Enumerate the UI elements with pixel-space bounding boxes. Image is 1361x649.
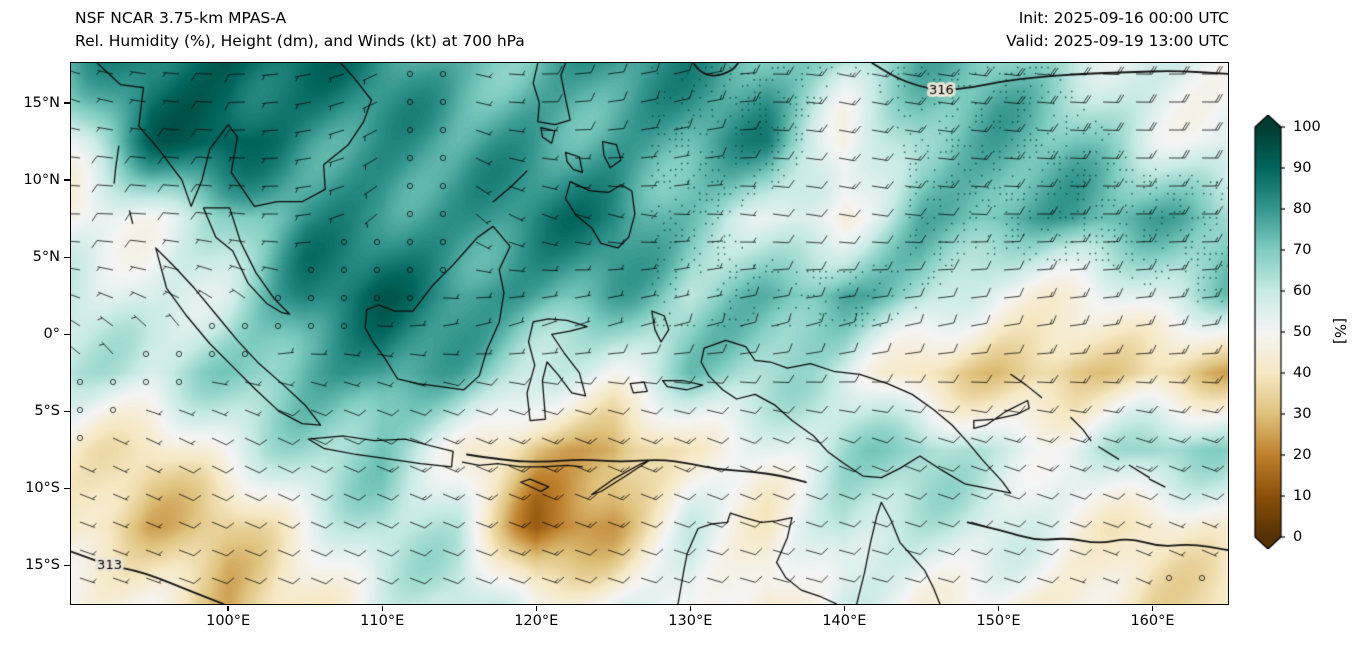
y-tick-label: 5°S <box>34 402 60 419</box>
x-tick-mark <box>381 605 383 611</box>
colorbar-gradient <box>1251 115 1285 549</box>
x-tick-label: 130°E <box>668 613 713 629</box>
x-tick-mark <box>689 605 692 611</box>
y-tick-label: 15°S <box>25 556 60 573</box>
colorbar-tick-label: 50 <box>1293 323 1312 340</box>
valid-time-label: Valid: 2025-09-19 13:00 UTC <box>1006 32 1229 50</box>
x-tick-mark <box>227 605 229 611</box>
x-tick-mark <box>535 605 537 611</box>
colorbar-tick-label: 40 <box>1293 364 1312 381</box>
colorbar-tick-label: 70 <box>1293 241 1312 258</box>
colorbar-tick-label: 30 <box>1293 405 1312 422</box>
y-tick-mark <box>64 410 70 413</box>
colorbar-tick-label: 60 <box>1293 282 1312 299</box>
title-block: NSF NCAR 3.75-km MPAS-A Rel. Humidity (%… <box>75 7 525 53</box>
colorbar-tick-label: 100 <box>1293 118 1321 135</box>
x-tick-label: 160°E <box>1130 613 1175 629</box>
y-tick-label: 15°N <box>23 94 60 111</box>
map-plot-area <box>69 61 1229 605</box>
y-tick-label: 5°N <box>32 248 60 265</box>
x-tick-mark <box>1151 605 1154 611</box>
colorbar-tick-label: 80 <box>1293 200 1312 217</box>
y-tick-mark <box>64 256 70 258</box>
y-tick-mark <box>64 102 70 104</box>
x-tick-mark <box>843 605 846 611</box>
y-tick-mark <box>64 179 70 181</box>
y-tick-label: 10°S <box>25 479 60 496</box>
y-tick-label: 0° <box>43 325 60 342</box>
init-time-label: Init: 2025-09-16 00:00 UTC <box>1018 9 1229 27</box>
x-tick-label: 140°E <box>822 613 867 629</box>
y-tick-mark <box>64 564 70 567</box>
colorbar-unit-label: [%] <box>1330 318 1349 344</box>
time-block: Init: 2025-09-16 00:00 UTC Valid: 2025-0… <box>1006 7 1229 53</box>
colorbar-tick-label: 10 <box>1293 487 1312 504</box>
plot-title-model: NSF NCAR 3.75-km MPAS-A <box>75 9 287 27</box>
colorbar: 100 90 80 70 60 50 40 30 20 10 0 [%] <box>1251 115 1361 575</box>
colorbar-tick-label: 90 <box>1293 159 1312 176</box>
x-tick-mark <box>997 605 1000 611</box>
y-tick-mark <box>64 333 70 335</box>
map-canvas <box>70 62 1228 604</box>
colorbar-tick-label: 20 <box>1293 446 1312 463</box>
x-tick-label: 120°E <box>514 613 559 629</box>
x-tick-label: 150°E <box>976 613 1021 629</box>
y-tick-mark <box>64 487 70 490</box>
y-tick-label: 10°N <box>23 171 60 188</box>
colorbar-tick-label: 0 <box>1293 528 1303 545</box>
x-tick-label: 100°E <box>206 613 251 629</box>
x-tick-label: 110°E <box>360 613 405 629</box>
plot-title-fields: Rel. Humidity (%), Height (dm), and Wind… <box>75 32 525 50</box>
